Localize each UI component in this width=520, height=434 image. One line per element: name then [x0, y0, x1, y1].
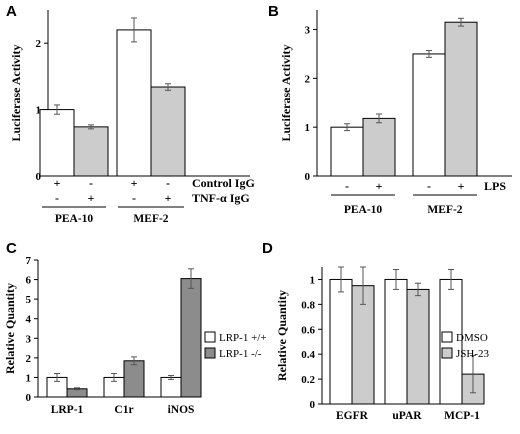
group-label: MEF-2 — [427, 204, 462, 216]
sign-label: - — [166, 176, 170, 190]
sign-label: + — [458, 179, 465, 193]
y-tick-label: 0 — [26, 392, 32, 404]
bar — [116, 29, 152, 177]
sign-label: + — [131, 176, 138, 190]
y-axis-label: Relative Quantity — [3, 283, 17, 374]
bar — [362, 117, 396, 177]
y-tick-label: 5 — [26, 294, 32, 306]
legend-label: DMSO — [456, 332, 488, 344]
sign-label: - — [345, 179, 349, 193]
legend-swatch — [441, 347, 453, 359]
legend-label: LRP-1 -/- — [219, 348, 262, 360]
y-tick-label: 0 — [305, 171, 311, 183]
group-label: PEA-10 — [55, 213, 94, 225]
panel-letter: A — [6, 3, 17, 20]
bar — [39, 109, 75, 177]
legend-label: JSH-23 — [456, 348, 490, 360]
bar — [444, 21, 478, 177]
y-tick-label: 7 — [26, 255, 32, 267]
y-tick-label: 3 — [26, 333, 32, 345]
y-tick-label: 1 — [36, 105, 42, 117]
bar — [73, 126, 109, 177]
y-tick-label: 2 — [305, 73, 311, 85]
bar — [330, 126, 364, 177]
row-label: LPS — [484, 179, 506, 193]
bar — [384, 278, 408, 405]
y-tick-label: 2 — [26, 353, 32, 365]
bar — [160, 376, 182, 398]
y-axis-label: Luciferase Activity — [9, 45, 23, 142]
y-axis-label: Luciferase Activity — [279, 45, 293, 142]
y-axis-label: Relative Quantity — [275, 290, 289, 381]
y-tick-label: 3 — [305, 25, 311, 37]
y-tick-label: 0.2 — [301, 374, 315, 386]
category-label: EGFR — [336, 410, 369, 422]
y-tick-label: 0.4 — [301, 349, 315, 361]
group-label: PEA-10 — [344, 204, 383, 216]
bar — [150, 86, 186, 177]
group-label: MEF-2 — [133, 213, 168, 225]
y-tick-label: 1 — [305, 122, 311, 134]
row-label: TNF-α IgG — [192, 191, 250, 205]
legend-label: LRP-1 +/+ — [219, 332, 267, 344]
bar — [180, 278, 202, 398]
y-tick-label: 0.8 — [301, 299, 315, 311]
y-tick-label: 1 — [310, 274, 316, 286]
y-tick-label: 0 — [310, 399, 316, 411]
legend-swatch — [441, 331, 453, 343]
y-tick-label: 2 — [36, 38, 42, 50]
sign-label: - — [89, 176, 93, 190]
sign-label: - — [427, 179, 431, 193]
legend-swatch — [204, 347, 216, 359]
bar — [406, 288, 430, 405]
bar — [123, 360, 145, 398]
sign-label: + — [88, 191, 95, 205]
legend-swatch — [204, 331, 216, 343]
y-tick-label: 0 — [36, 171, 42, 183]
category-label: C1r — [114, 404, 133, 416]
sign-label: + — [376, 179, 383, 193]
sign-label: - — [55, 191, 59, 205]
y-tick-label: 1 — [26, 372, 32, 384]
panel-letter: C — [6, 240, 17, 257]
category-label: uPAR — [392, 410, 422, 422]
category-label: LRP-1 — [51, 404, 84, 416]
row-label: Control IgG — [192, 176, 255, 190]
y-tick-label: 0.6 — [301, 324, 315, 336]
panel-letter: B — [268, 3, 279, 20]
category-label: iNOS — [168, 404, 195, 416]
bar — [329, 278, 353, 405]
y-tick-label: 4 — [26, 314, 32, 326]
y-tick-label: 6 — [26, 275, 32, 287]
sign-label: + — [165, 191, 172, 205]
panel-letter: D — [262, 240, 273, 257]
bar — [412, 53, 446, 177]
sign-label: + — [54, 176, 61, 190]
sign-label: - — [132, 191, 136, 205]
category-label: MCP-1 — [444, 410, 480, 422]
